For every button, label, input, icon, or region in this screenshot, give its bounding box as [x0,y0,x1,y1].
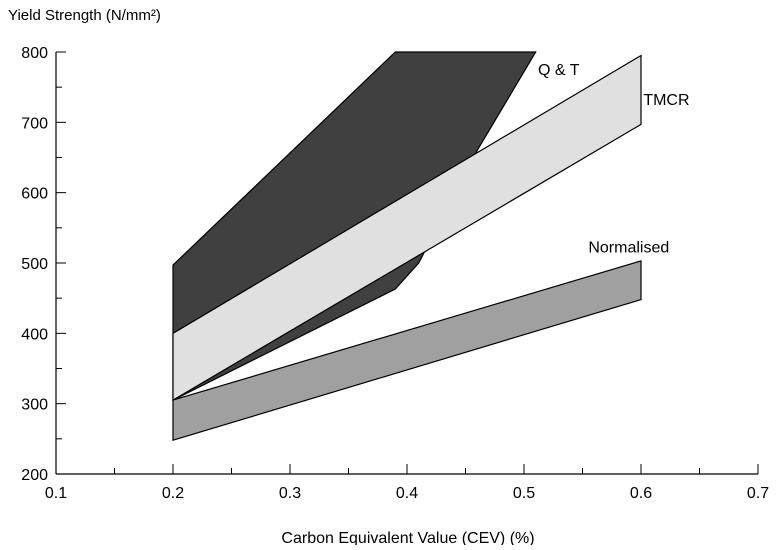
y-tick-label: 300 [21,397,48,414]
series-band-1 [172,54,642,402]
y-tick-label: 200 [21,467,48,484]
y-tick-label: 400 [21,326,48,343]
series-label-1: TMCR [643,92,689,109]
x-tick-label: 0.6 [630,485,652,502]
x-tick-label: 0.2 [162,485,184,502]
y-tick-label: 600 [21,186,48,203]
series-band-2 [172,260,642,442]
x-axis-title: Carbon Equivalent Value (CEV) (%) [281,530,534,545]
y-tick-label: 500 [21,256,48,273]
x-tick-label: 0.7 [747,485,769,502]
label-layer: Q & T TMCR Normalised [538,62,690,256]
y-tick-label: 700 [21,115,48,132]
x-tick-label: 0.4 [396,485,418,502]
x-tick-label: 0.3 [279,485,301,502]
series-label-2: Normalised [588,239,669,256]
y-tick-label: 800 [21,45,48,62]
y-axis-title: Yield Strength (N/mm²) [8,7,161,24]
x-tick-label: 0.1 [45,485,67,502]
axes-layer: 0.1 0.2 0.3 0.4 0.5 0.6 0.7 200 300 400 500 600 700 8… [21,45,769,502]
x-tick-label: 0.5 [513,485,535,502]
series-label-0: Q & T [538,62,580,79]
series-layer [172,51,642,442]
